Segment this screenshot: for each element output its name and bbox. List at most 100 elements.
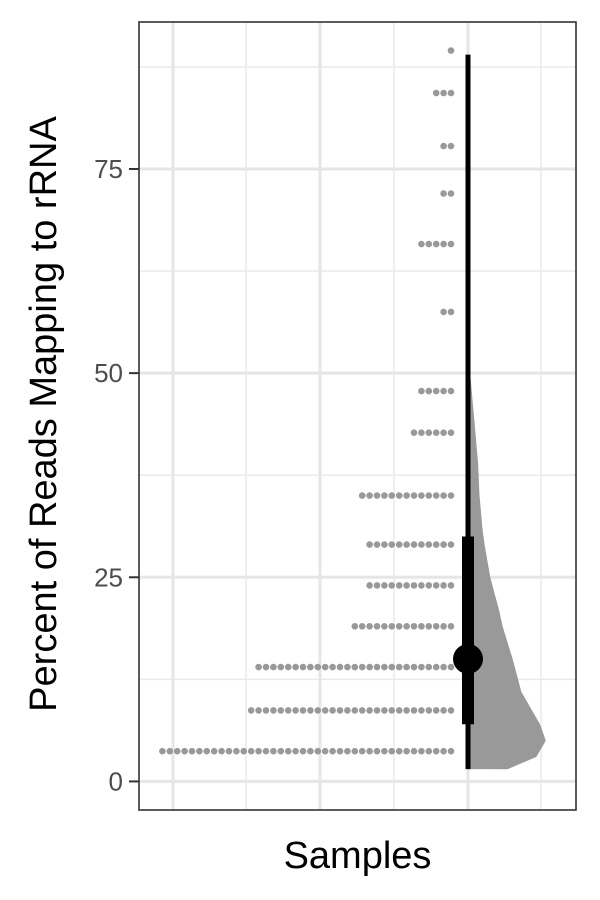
data-dot — [395, 541, 403, 548]
data-dot — [270, 747, 277, 755]
data-dot — [410, 747, 418, 755]
data-dot — [329, 707, 336, 714]
data-dot — [255, 747, 262, 755]
data-dot — [440, 492, 447, 499]
data-dot — [373, 541, 381, 548]
y-tick-label: 50 — [94, 358, 123, 388]
data-dot — [447, 308, 455, 316]
data-dot — [351, 663, 359, 671]
data-dot — [344, 663, 351, 671]
data-dot — [440, 747, 447, 755]
data-dot — [418, 623, 425, 630]
data-dot — [233, 747, 240, 755]
data-dot — [314, 747, 322, 755]
data-dot — [344, 707, 351, 714]
data-dot — [321, 707, 329, 714]
data-dot — [307, 707, 314, 714]
data-dot — [440, 142, 447, 150]
y-axis-ticks: 0 25 50 75 — [94, 154, 139, 796]
data-dot — [247, 707, 255, 714]
data-dot — [388, 747, 396, 755]
data-dot — [447, 190, 455, 197]
point-interval — [453, 54, 483, 770]
data-dot — [447, 663, 455, 671]
data-dot — [388, 492, 396, 499]
data-dot — [388, 663, 396, 671]
data-dot — [381, 541, 388, 548]
data-dot — [388, 541, 396, 548]
data-dot — [447, 582, 455, 589]
data-dot — [366, 663, 373, 671]
data-dot — [395, 582, 403, 589]
data-dot — [277, 707, 285, 714]
data-dot — [410, 429, 418, 437]
data-dot — [307, 747, 314, 755]
data-dot — [196, 747, 203, 755]
data-dot — [284, 663, 292, 671]
data-dot — [403, 582, 410, 589]
data-dot — [410, 492, 418, 499]
data-dot — [432, 707, 440, 714]
data-dot — [410, 707, 418, 714]
data-dot — [440, 429, 447, 437]
data-dot — [418, 747, 425, 755]
data-dot — [447, 142, 455, 150]
data-dot — [255, 663, 262, 671]
data-dot — [373, 663, 381, 671]
data-dot — [425, 707, 433, 714]
data-dot — [425, 492, 433, 499]
data-dot — [395, 747, 403, 755]
x-axis-title: Samples — [284, 835, 432, 877]
data-dot — [432, 387, 440, 395]
data-dot — [307, 663, 314, 671]
data-dot — [373, 707, 381, 714]
data-dot — [388, 707, 396, 714]
data-dot — [425, 663, 433, 671]
data-dot — [381, 623, 388, 630]
data-dot — [418, 582, 425, 589]
data-dot — [432, 429, 440, 437]
data-dot — [447, 492, 455, 499]
data-dot — [403, 492, 410, 499]
data-dot — [381, 707, 388, 714]
data-dot — [381, 747, 388, 755]
data-dot — [447, 47, 455, 54]
data-dot — [410, 582, 418, 589]
data-dot — [410, 623, 418, 630]
data-dot — [388, 623, 396, 630]
data-dot — [381, 663, 388, 671]
data-dot — [292, 663, 299, 671]
data-dot — [366, 623, 373, 630]
data-dot — [425, 429, 433, 437]
data-dot — [403, 707, 410, 714]
data-dot — [432, 582, 440, 589]
y-tick-label: 75 — [94, 154, 123, 184]
data-dot — [425, 387, 433, 395]
data-dot — [173, 747, 181, 755]
data-dot — [447, 387, 455, 395]
data-dot — [218, 747, 225, 755]
y-axis-title: Percent of Reads Mapping to rRNA — [23, 116, 65, 712]
data-dot — [432, 747, 440, 755]
data-dot — [351, 623, 359, 630]
data-dot — [262, 707, 270, 714]
data-dot — [425, 240, 433, 248]
data-dot — [440, 623, 447, 630]
data-dot — [203, 747, 211, 755]
data-dot — [366, 492, 373, 499]
data-dot — [366, 582, 373, 589]
data-dot — [447, 541, 455, 548]
data-dot — [270, 663, 277, 671]
data-dot — [440, 582, 447, 589]
data-dot — [432, 89, 440, 97]
data-dot — [403, 623, 410, 630]
data-dot — [166, 747, 174, 755]
data-dot — [329, 663, 336, 671]
data-dot — [292, 747, 299, 755]
panel-border — [138, 21, 577, 811]
data-dot — [432, 541, 440, 548]
data-dot — [425, 623, 433, 630]
data-dot — [447, 89, 455, 97]
data-dot — [403, 541, 410, 548]
